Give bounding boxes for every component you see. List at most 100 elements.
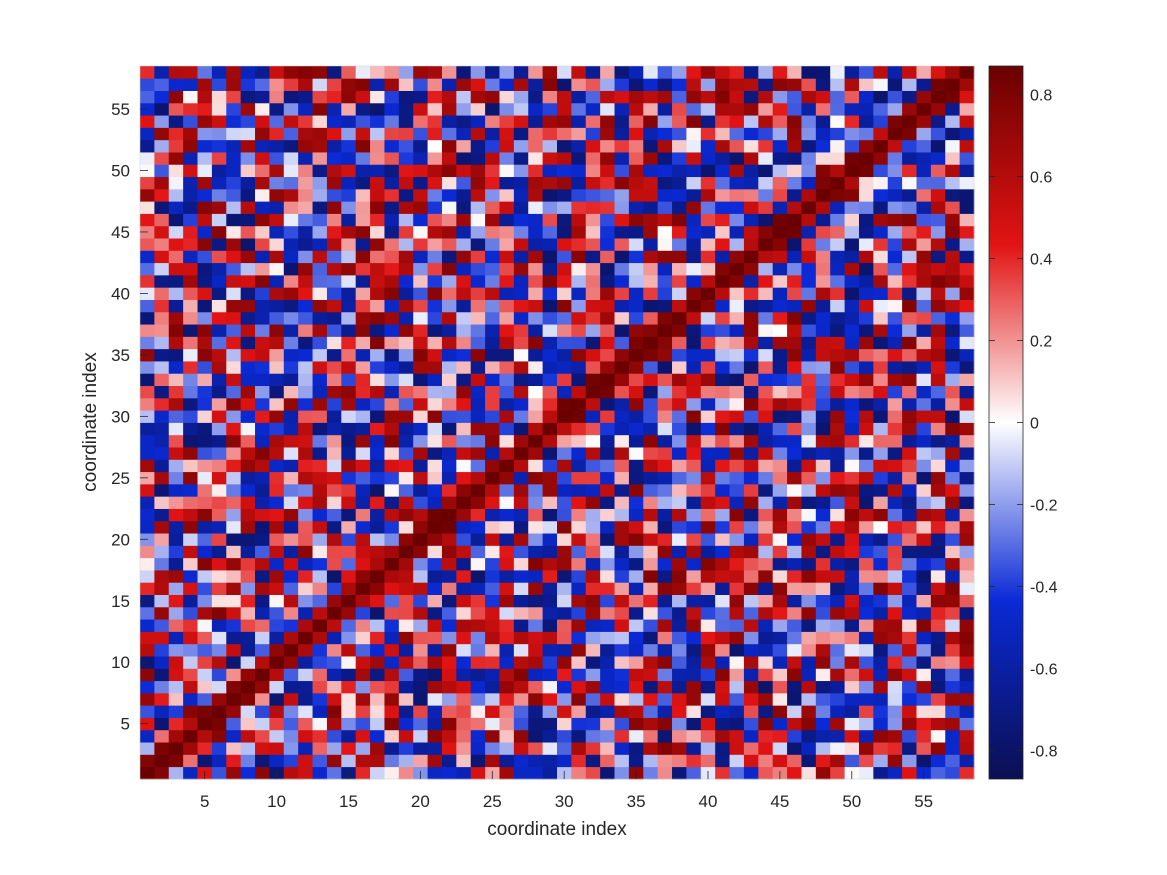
- heatmap-cell: [485, 176, 500, 190]
- heatmap-cell: [585, 570, 601, 583]
- heatmap-cell: [226, 274, 242, 288]
- heatmap-cell: [470, 115, 486, 128]
- heatmap-cell: [600, 447, 615, 460]
- heatmap-cell: [499, 582, 515, 595]
- heatmap-cell: [456, 483, 472, 497]
- heatmap-cell: [858, 619, 874, 632]
- heatmap-cell: [628, 373, 644, 387]
- heatmap-cell: [844, 188, 860, 202]
- heatmap-cell: [672, 459, 687, 473]
- heatmap-cell: [571, 606, 587, 620]
- heatmap-cell: [930, 483, 946, 497]
- heatmap-cell: [456, 656, 472, 669]
- heatmap-cell: [470, 348, 486, 362]
- heatmap-cell: [413, 643, 428, 657]
- heatmap-cell: [743, 262, 759, 276]
- heatmap-cell: [140, 434, 155, 448]
- heatmap-cell: [643, 225, 659, 239]
- heatmap-cell: [154, 250, 170, 264]
- heatmap-cell: [470, 717, 486, 731]
- heatmap-cell: [729, 188, 745, 202]
- heatmap-cell: [355, 729, 371, 743]
- heatmap-cell: [643, 668, 659, 682]
- heatmap-cell: [413, 66, 428, 79]
- heatmap-cell: [801, 692, 817, 706]
- heatmap-cell: [312, 533, 328, 546]
- heatmap-cell: [528, 201, 544, 214]
- heatmap-cell: [312, 311, 328, 325]
- heatmap-cell: [312, 373, 328, 387]
- heatmap-cell: [183, 705, 198, 718]
- heatmap-cell: [312, 570, 328, 583]
- heatmap-cell: [873, 90, 889, 104]
- colorbar-tick-label: -0.6: [1030, 661, 1058, 678]
- heatmap-cell: [528, 508, 544, 522]
- heatmap-cell: [628, 385, 644, 399]
- heatmap-cell: [700, 201, 716, 214]
- heatmap-cell: [715, 705, 730, 718]
- heatmap-cell: [758, 373, 774, 387]
- heatmap-cell: [844, 434, 860, 448]
- heatmap-cell: [959, 729, 975, 743]
- heatmap-cell: [743, 410, 759, 423]
- heatmap-cell: [787, 361, 802, 374]
- heatmap-cell: [341, 127, 357, 141]
- heatmap-cell: [226, 766, 242, 780]
- heatmap-cell: [154, 766, 170, 780]
- heatmap-cell: [211, 238, 227, 251]
- heatmap-cell: [269, 619, 285, 632]
- heatmap-cell: [384, 459, 400, 473]
- heatmap-cell: [384, 471, 400, 485]
- heatmap-cell: [312, 262, 328, 276]
- heatmap-cell: [298, 66, 313, 79]
- heatmap-cell: [930, 188, 946, 202]
- heatmap-cell: [140, 508, 155, 522]
- heatmap-cell: [571, 238, 587, 251]
- heatmap-cell: [873, 250, 889, 264]
- heatmap-cell: [672, 594, 687, 608]
- heatmap-cell: [513, 299, 529, 313]
- heatmap-cell: [614, 176, 630, 190]
- heatmap-cell: [715, 238, 730, 251]
- heatmap-cell: [585, 311, 601, 325]
- heatmap-cell: [398, 127, 414, 141]
- heatmap-cell: [729, 459, 745, 473]
- heatmap-cell: [370, 274, 385, 288]
- heatmap-cell: [542, 557, 558, 571]
- heatmap-cell: [772, 299, 788, 313]
- heatmap-cell: [758, 311, 774, 325]
- y-tick-label: 20: [111, 530, 130, 549]
- heatmap-cell: [887, 139, 903, 153]
- heatmap-cell: [815, 274, 831, 288]
- heatmap-cell: [513, 188, 529, 202]
- heatmap-cell: [499, 459, 515, 473]
- heatmap-cell: [758, 422, 774, 436]
- heatmap-cell: [355, 274, 371, 288]
- heatmap-cell: [355, 201, 371, 214]
- heatmap-cell: [255, 373, 270, 387]
- heatmap-cell: [801, 324, 817, 337]
- heatmap-cell: [686, 90, 702, 104]
- heatmap-cell: [873, 742, 889, 755]
- heatmap-cell: [298, 533, 313, 546]
- heatmap-cell: [628, 262, 644, 276]
- x-tick-label: 35: [627, 792, 646, 811]
- heatmap-cell: [528, 385, 544, 399]
- heatmap-cell: [772, 139, 788, 153]
- heatmap-cell: [686, 324, 702, 337]
- heatmap-cell: [298, 692, 313, 706]
- heatmap-cell: [585, 213, 601, 227]
- heatmap-cell: [441, 201, 457, 214]
- heatmap-cell: [240, 471, 256, 485]
- heatmap-cell: [298, 348, 313, 362]
- heatmap-cell: [326, 754, 342, 768]
- heatmap-cell: [528, 90, 544, 104]
- heatmap-cell: [355, 508, 371, 522]
- heatmap-cell: [283, 90, 299, 104]
- heatmap-cell: [542, 754, 558, 768]
- heatmap-cell: [427, 705, 443, 718]
- heatmap-cell: [456, 127, 472, 141]
- heatmap-cell: [168, 619, 184, 632]
- heatmap-cell: [197, 606, 213, 620]
- heatmap-cell: [341, 176, 357, 190]
